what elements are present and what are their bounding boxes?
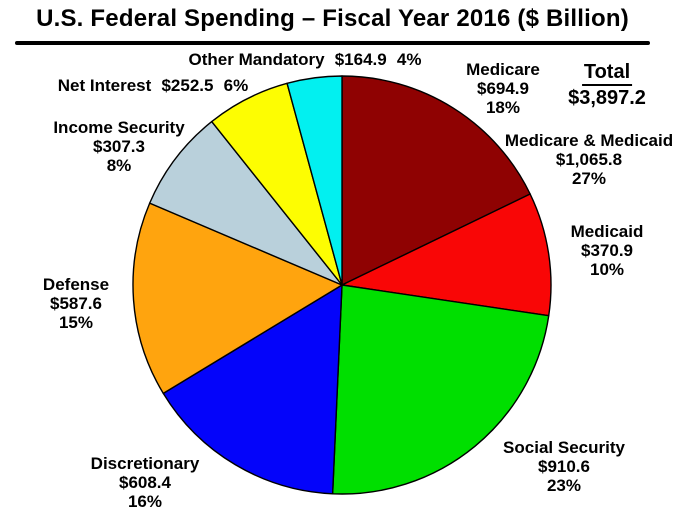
annotation-pct: 27% <box>571 169 607 188</box>
label-other-mandatory: Other Mandatory $164.9 4% <box>189 50 422 69</box>
slice-value: $910.6 <box>537 457 590 476</box>
slice-pct: 8% <box>106 156 132 175</box>
slice-pct: 23% <box>546 476 582 495</box>
label-net-interest: Net Interest $252.5 6% <box>58 76 248 95</box>
label-defense: Defense $587.6 15% <box>43 275 109 332</box>
annotation-value: $1,065.8 <box>555 150 623 169</box>
slice-value: $370.9 <box>581 241 633 260</box>
pie-slice-income-security <box>148 120 343 286</box>
label-social-security: Social Security $910.6 23% <box>503 438 625 495</box>
slice-name: Defense <box>42 275 110 294</box>
slice-name: Social Security <box>503 438 625 457</box>
pie-slice-other-mandatory <box>286 75 343 286</box>
slice-name: Medicaid <box>570 222 644 241</box>
slice-name: Net Interest <box>57 76 152 95</box>
pie-slice-defense <box>132 202 343 395</box>
pie-chart-svg <box>132 75 552 495</box>
total-value: $3,897.2 <box>568 87 646 109</box>
pie-slice-discretionary <box>162 284 343 495</box>
slice-pct: 4% <box>396 50 422 69</box>
pie-slice-social-security <box>331 284 550 495</box>
label-medicare: Medicare $694.9 18% <box>466 60 540 117</box>
slice-name: Other Mandatory <box>188 50 325 69</box>
slice-value: $587.6 <box>49 294 102 313</box>
label-total: Total $3,897.2 <box>568 60 646 110</box>
title-rule <box>15 41 650 45</box>
label-income-security: Income Security $307.3 8% <box>53 118 184 175</box>
slice-pct: 6% <box>223 76 249 95</box>
label-discretionary: Discretionary $608.4 16% <box>91 454 200 511</box>
slice-value: $164.9 <box>334 50 387 69</box>
pie-slice-medicaid <box>341 193 552 317</box>
slice-pct: 16% <box>127 492 163 511</box>
total-heading: Total <box>581 60 633 86</box>
slice-value: $608.4 <box>118 473 171 492</box>
pie-chart <box>131 74 553 496</box>
slice-pct: 15% <box>58 313 94 332</box>
label-medicare-and-medicaid-combined: Medicare & Medicaid $1,065.8 27% <box>505 131 673 188</box>
annotation-name: Medicare & Medicaid <box>504 131 674 150</box>
slice-pct: 10% <box>589 260 625 279</box>
slice-name: Medicare <box>466 60 540 79</box>
slice-value: $694.9 <box>476 79 529 98</box>
slice-name: Discretionary <box>90 454 200 473</box>
slice-value: $252.5 <box>161 76 214 95</box>
slice-value: $307.3 <box>92 137 145 156</box>
chart-title: U.S. Federal Spending – Fiscal Year 2016… <box>36 5 629 32</box>
slice-pct: 18% <box>485 98 521 117</box>
label-medicaid: Medicaid $370.9 10% <box>571 222 644 279</box>
slice-name: Income Security <box>53 118 185 137</box>
pie-slice-medicare <box>341 75 531 286</box>
